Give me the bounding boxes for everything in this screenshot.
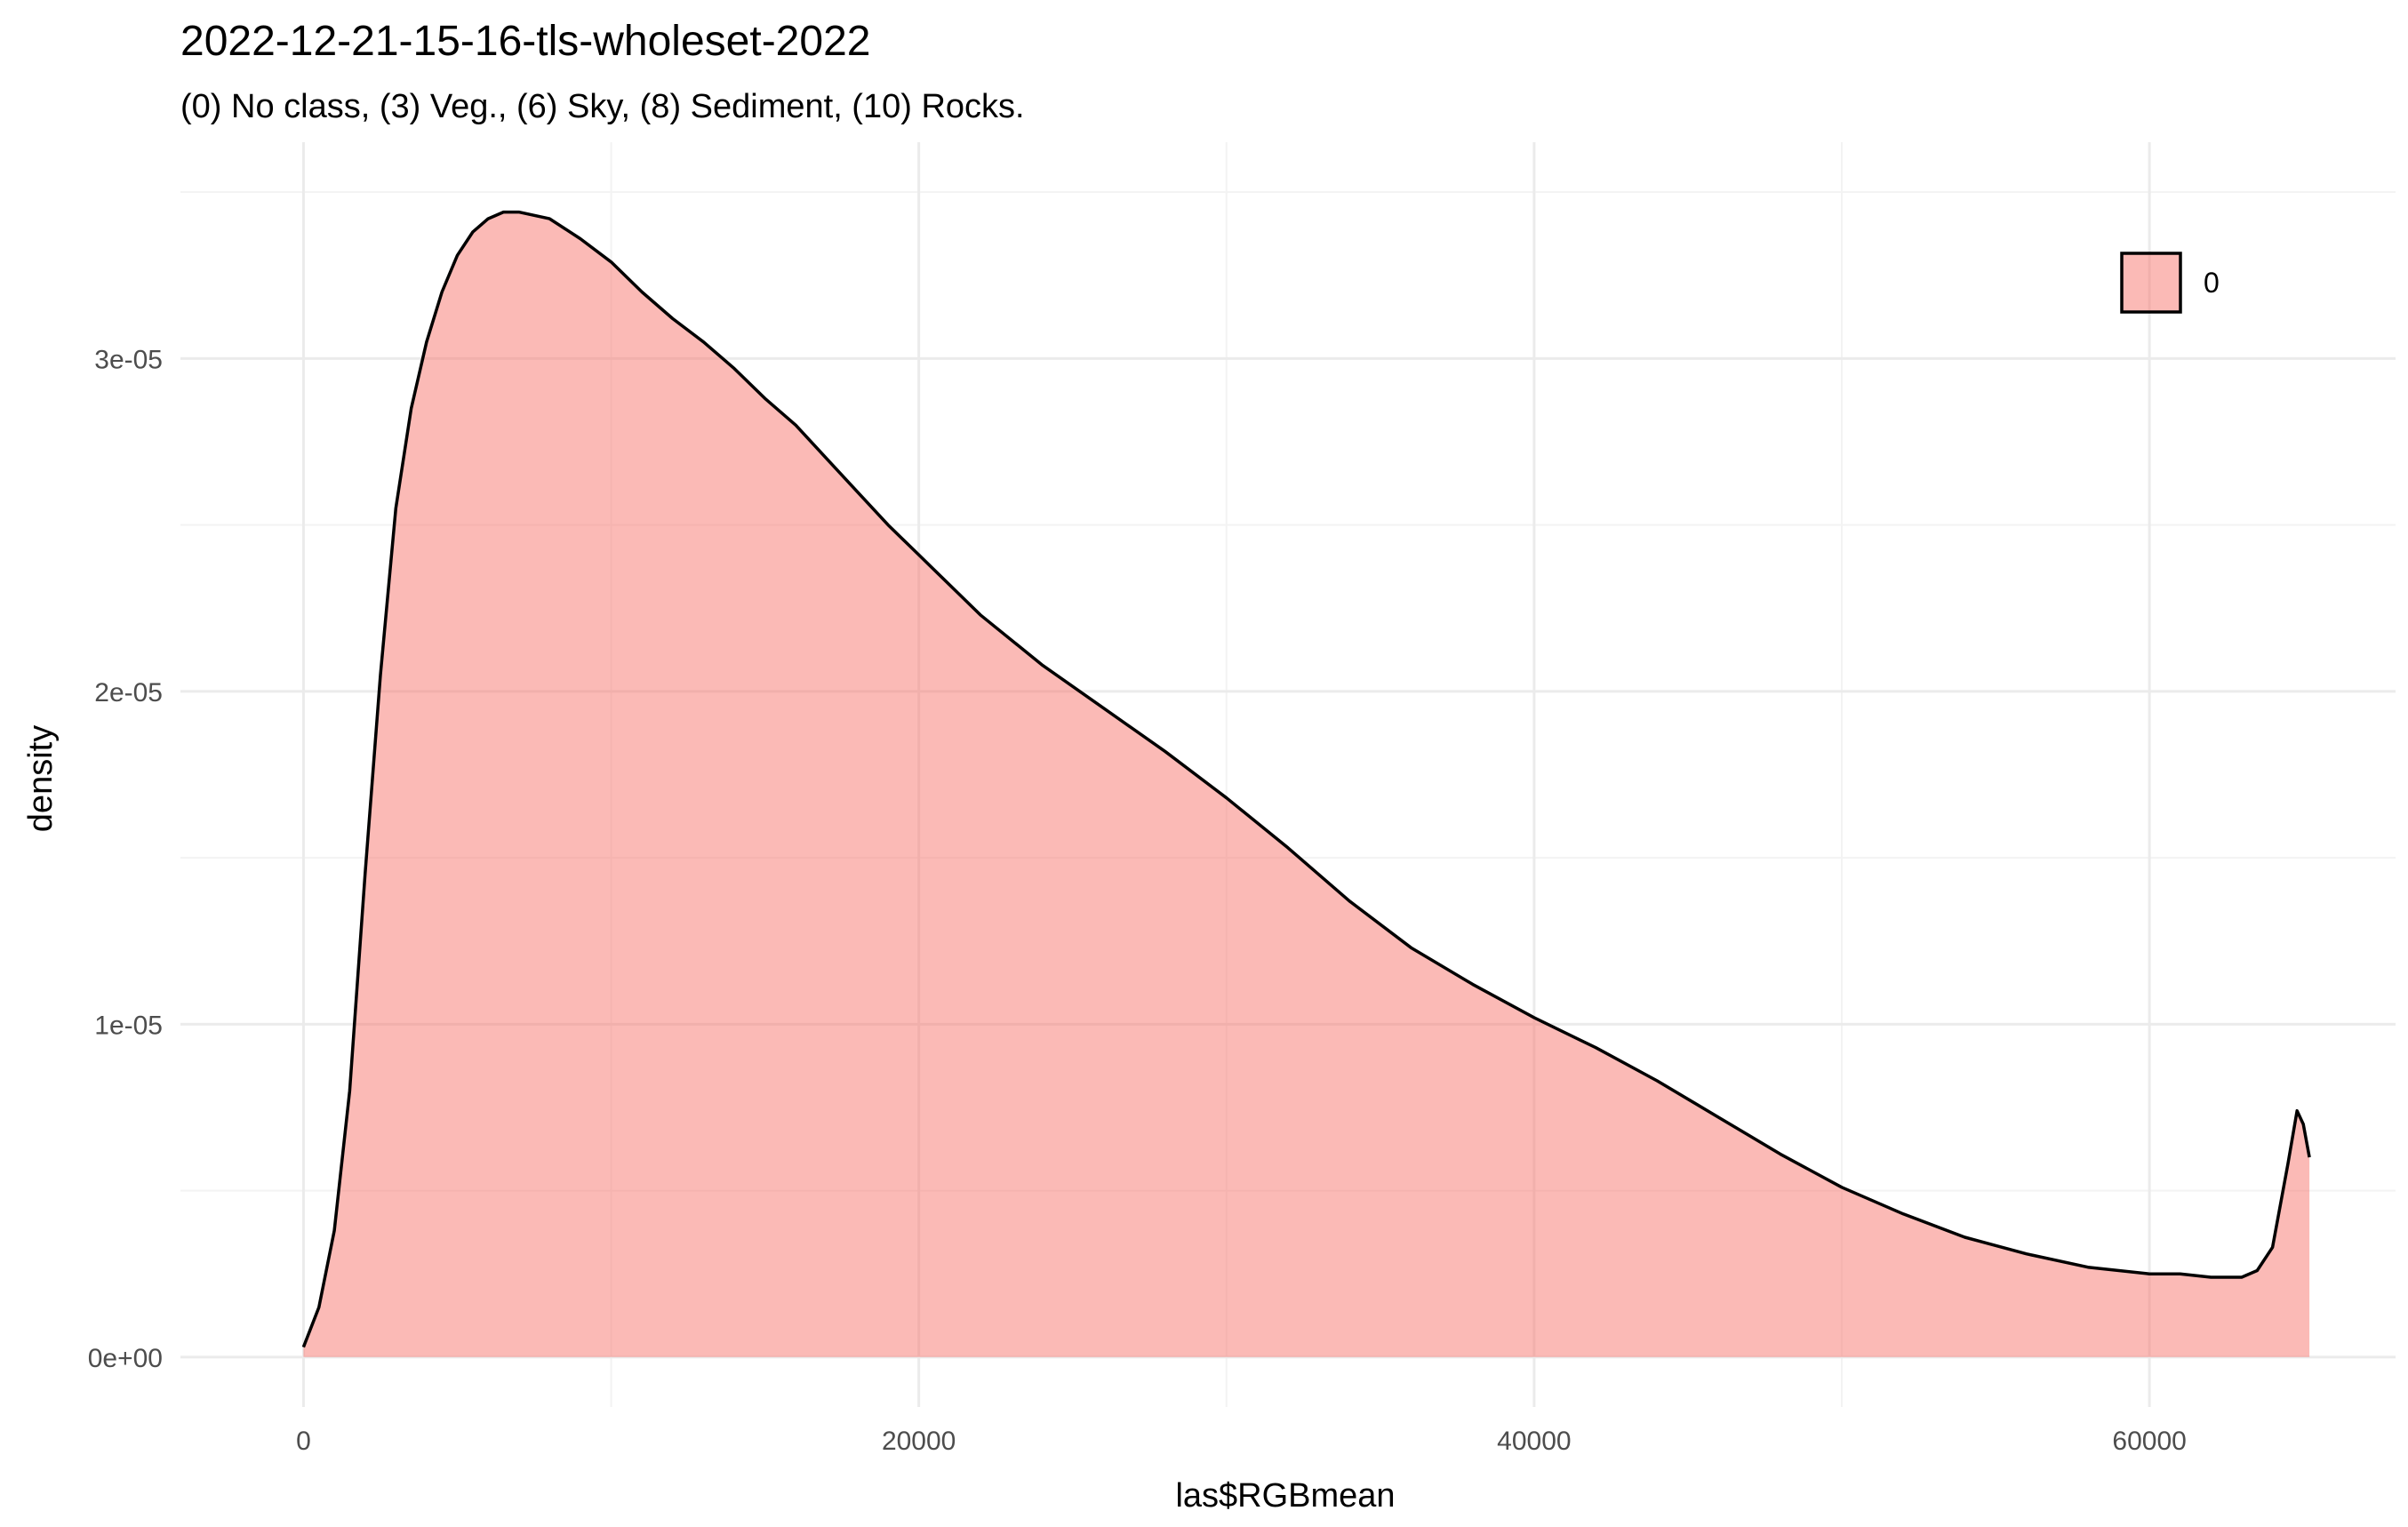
- x-axis-title: las$RGBmean: [1175, 1477, 1395, 1515]
- density-area: [303, 212, 2310, 1357]
- y-tick-label: 2e-05: [94, 678, 163, 708]
- x-tick-label: 60000: [2112, 1427, 2186, 1456]
- chart-title: 2022-12-21-15-16-tls-wholeset-2022: [180, 18, 870, 65]
- density-line: [301, 210, 2311, 1348]
- y-axis-title: density: [22, 725, 60, 832]
- chart-subtitle: (0) No class, (3) Veg., (6) Sky, (8) Sed…: [180, 88, 1025, 125]
- legend-label-0: 0: [2204, 267, 2220, 299]
- axis-ticks: 0 20000 40000 60000 0e+00 1e-05 2e-05 3e-05: [88, 345, 2187, 1456]
- legend: 0: [2120, 252, 2220, 314]
- y-tick-label: 1e-05: [94, 1011, 163, 1040]
- legend-key-0: [2120, 252, 2182, 314]
- x-tick-label: 0: [296, 1427, 311, 1456]
- y-tick-label: 3e-05: [94, 345, 163, 374]
- y-tick-label: 0e+00: [88, 1344, 163, 1373]
- x-tick-label: 20000: [882, 1427, 956, 1456]
- x-tick-label: 40000: [1497, 1427, 1571, 1456]
